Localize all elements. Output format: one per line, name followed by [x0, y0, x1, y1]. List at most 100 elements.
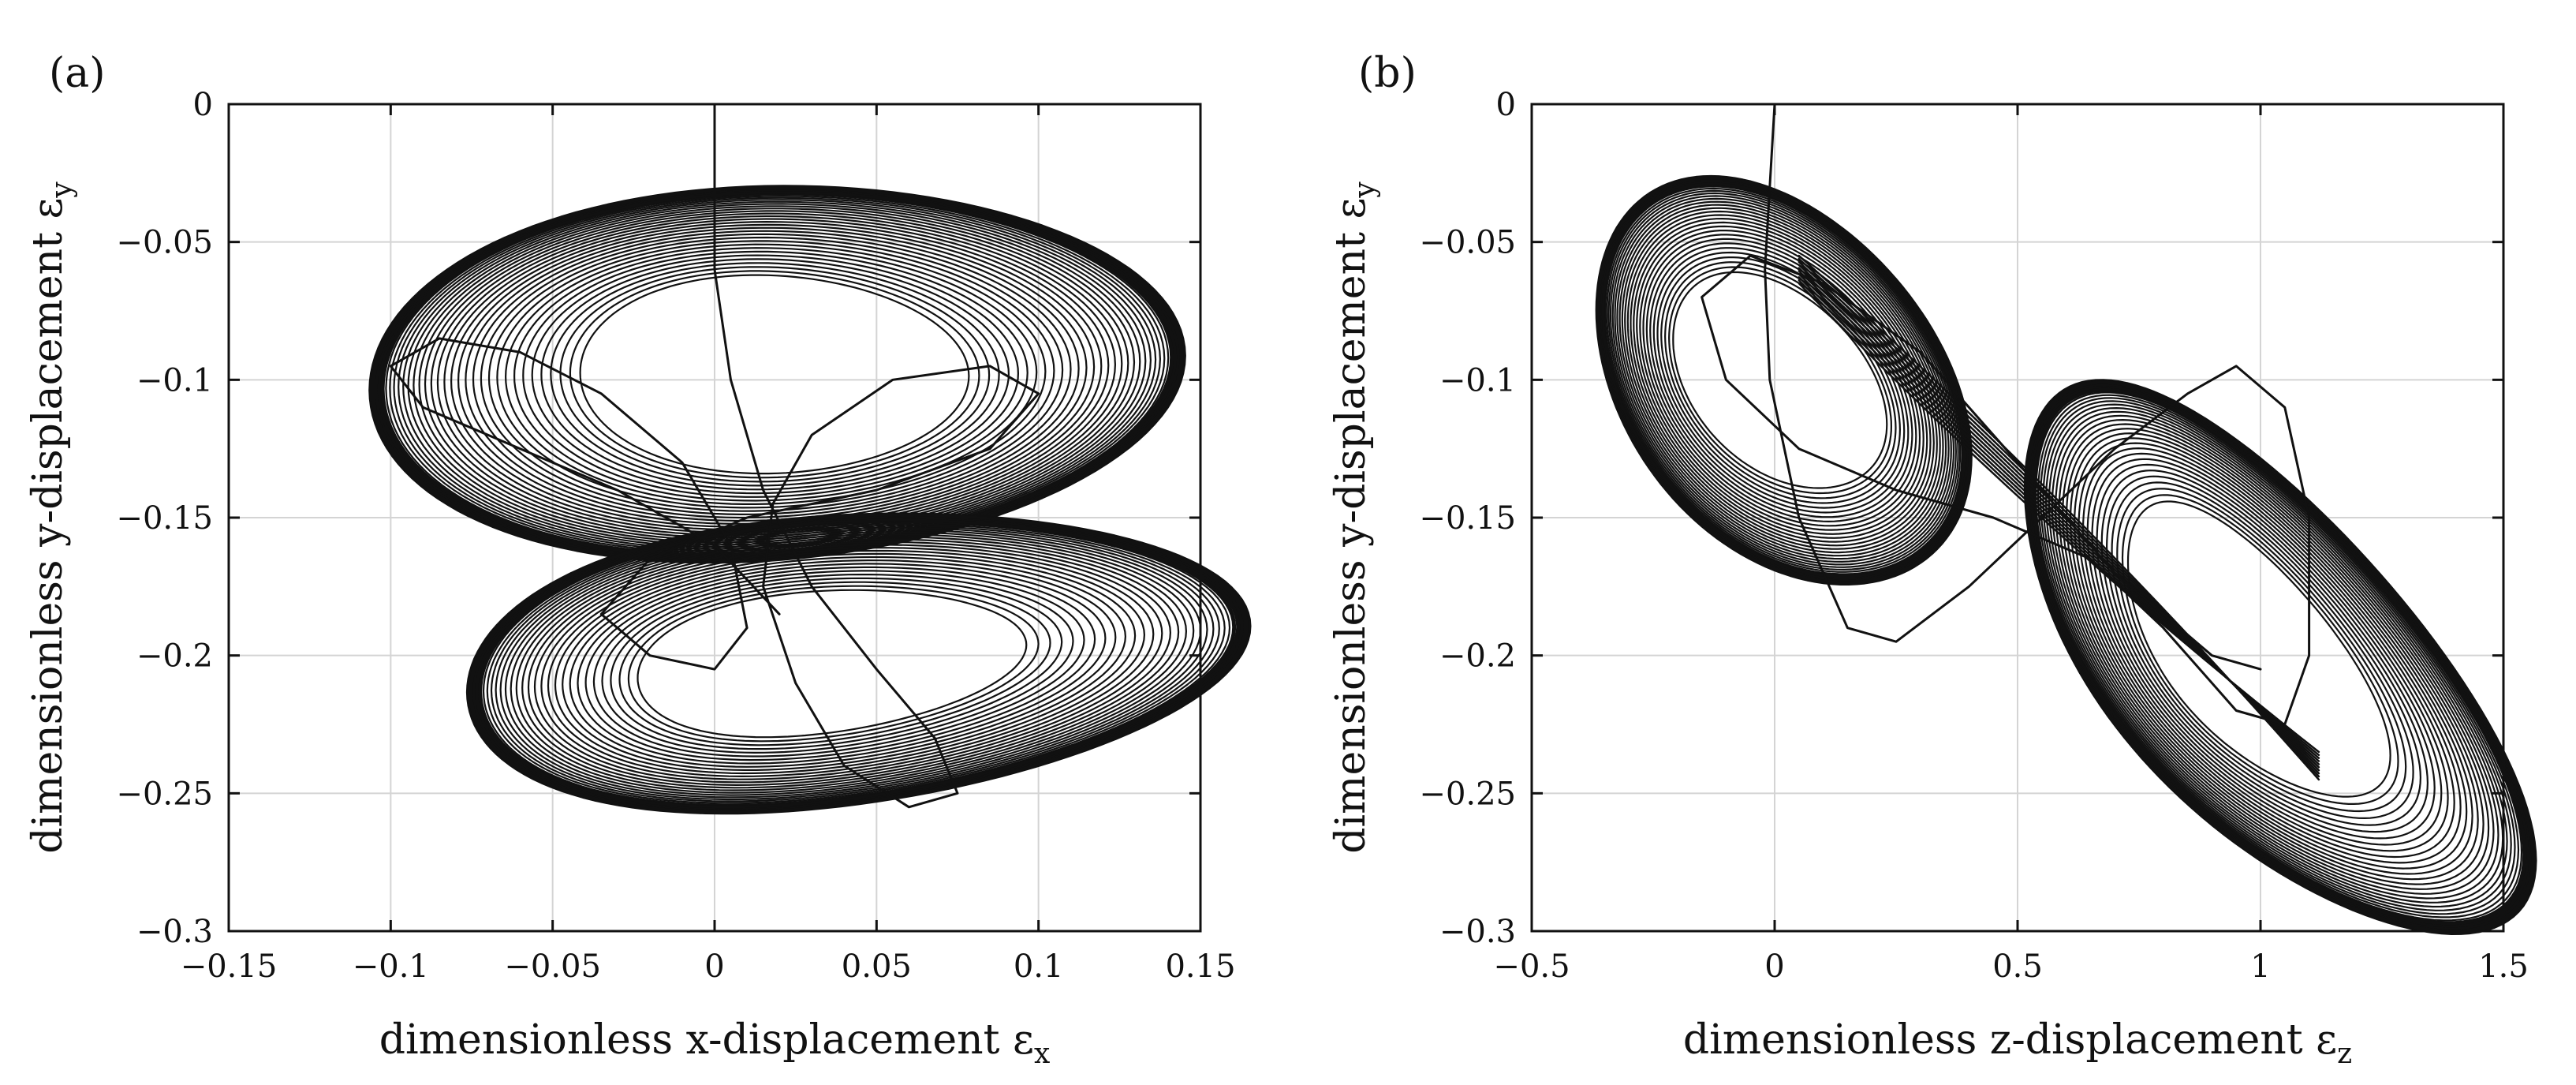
series-0 — [368, 185, 1186, 564]
orbit-ring — [496, 240, 1055, 509]
orbit-ring — [465, 226, 1088, 522]
y-tick-label: −0.2 — [136, 638, 213, 675]
orbit-ring — [527, 541, 1171, 786]
y-tick-label: −0.25 — [1419, 776, 1516, 812]
orbit-ring — [1633, 221, 1932, 539]
orbit-ring — [1614, 197, 1952, 563]
orbit-ring — [430, 212, 1123, 537]
orbit-ring — [1642, 234, 1921, 527]
orbit-ring — [1630, 218, 1935, 543]
orbit-ring — [610, 577, 1063, 750]
panel-b-x-axis-label: dimensionless z-displacement εz — [1683, 1016, 2352, 1070]
orbit-ring — [521, 538, 1180, 789]
orbit-ring — [592, 570, 1085, 758]
orbit-ring — [2121, 494, 2399, 805]
y-tick-label: −0.2 — [1439, 638, 1516, 675]
y-tick-label: −0.1 — [1439, 362, 1516, 398]
orbit-ring — [424, 210, 1129, 539]
orbit-ring — [1624, 210, 1941, 550]
orbit-ring — [1621, 207, 1944, 554]
y-tick-label: −0.1 — [136, 362, 213, 398]
orbit-ring — [1611, 195, 1954, 566]
orbit-ring — [2078, 442, 2462, 864]
orbit-ring — [457, 223, 1096, 525]
x-tick-label: −0.15 — [181, 948, 278, 985]
orbit-ring — [627, 585, 1040, 743]
orbit-ring — [554, 552, 1137, 775]
y-tick-label: −0.25 — [116, 776, 213, 812]
orbit-ring — [1601, 182, 1966, 578]
x-tick-label: −0.5 — [1493, 948, 1570, 985]
orbit-ring — [1618, 204, 1947, 557]
orbit-ring — [482, 521, 1231, 806]
orbit-ring — [478, 518, 1237, 809]
x-tick-label: 0 — [1764, 948, 1784, 985]
y-tick-label: −0.05 — [116, 225, 213, 261]
orbit-ring — [513, 247, 1038, 502]
series-1 — [465, 512, 1252, 815]
transient-trajectory — [1701, 103, 2311, 726]
orbit-ring — [499, 529, 1208, 799]
x-tick-label: 0.1 — [1014, 948, 1064, 985]
y-tick-label: −0.3 — [1439, 914, 1516, 950]
orbit-ring — [1639, 230, 1925, 531]
orbit-ring — [2045, 403, 2508, 908]
panel-b-zy-projection: (b) −0.5 0 0.5 1 1.5 0 −0.05 −0.1 −0.15 −0.2 −0.25… — [1327, 50, 2537, 1070]
orbit-ring — [2100, 470, 2429, 833]
orbit-ring — [2126, 500, 2391, 798]
x-tick-label: 0.15 — [1165, 948, 1235, 985]
orbit-ring — [1616, 200, 1950, 560]
orbit-ring — [540, 547, 1155, 780]
orbit-ring — [1604, 185, 1963, 575]
orbit-ring — [1607, 189, 1959, 571]
panel-a-xy-projection: (a) −0.15 −0.1 −0.05 0 0.05 0.1 0.15 0 −0.05 −0.1… — [24, 50, 1252, 1070]
orbit-ring — [490, 525, 1220, 803]
x-tick-label: −0.1 — [353, 948, 429, 985]
orbit-ring — [1626, 214, 1938, 547]
orbit-ring — [547, 549, 1145, 777]
orbit-ring — [2111, 481, 2414, 819]
orbit-ring — [579, 274, 970, 475]
orbit-ring — [562, 556, 1126, 771]
orbit-ring — [569, 270, 980, 479]
y-tick-label: −0.05 — [1419, 225, 1516, 261]
orbit-ring — [443, 218, 1110, 531]
orbit-ring — [2106, 475, 2421, 826]
orbit-ring — [515, 536, 1187, 791]
y-tick-label: −0.3 — [136, 914, 213, 950]
transient-trajectory — [389, 103, 1040, 809]
orbit-ring — [540, 258, 1010, 491]
orbit-ring — [487, 236, 1064, 512]
orbit-ring — [505, 243, 1047, 505]
orbit-ring — [450, 221, 1103, 528]
crossing-band-line — [1798, 254, 2320, 781]
x-tick-label: 0 — [704, 948, 724, 985]
y-tick-label: 0 — [193, 87, 213, 123]
orbit-ring — [480, 233, 1072, 515]
orbit-ring — [531, 254, 1019, 495]
orbit-ring — [550, 262, 1000, 487]
panel-a-y-axis-label: dimensionless y-displacement εy — [24, 181, 78, 854]
orbit-ring — [504, 531, 1202, 796]
panel-b-label: (b) — [1358, 50, 1417, 97]
orbit-ring — [1609, 192, 1957, 568]
series-2 — [1798, 254, 2320, 781]
y-tick-label: 0 — [1496, 87, 1516, 123]
x-tick-label: 1 — [2250, 948, 2270, 985]
series-3 — [1701, 103, 2311, 726]
orbit-ring — [495, 526, 1215, 801]
y-tick-label: −0.15 — [1419, 500, 1516, 537]
orbit-ring — [1645, 238, 1917, 522]
y-tick-label: −0.15 — [116, 500, 213, 537]
orbit-ring — [2086, 452, 2449, 852]
orbit-ring — [377, 189, 1178, 559]
series-1 — [2023, 379, 2537, 935]
orbit-ring — [1606, 187, 1962, 573]
x-tick-label: −0.05 — [504, 948, 601, 985]
orbit-ring — [584, 566, 1096, 761]
x-tick-label: 0.5 — [1992, 948, 2043, 985]
orbit-ring — [637, 589, 1028, 739]
panel-a-label: (a) — [49, 50, 106, 97]
orbit-ring — [510, 533, 1195, 794]
